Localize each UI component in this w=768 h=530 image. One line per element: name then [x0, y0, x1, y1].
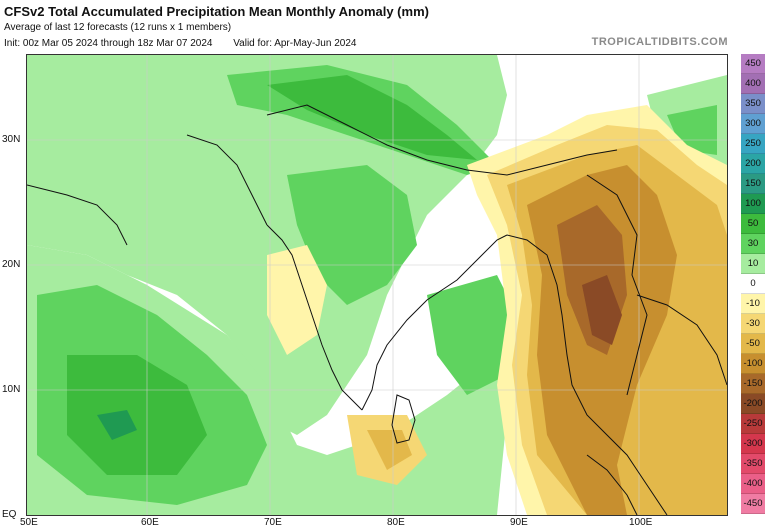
lon-label-50e: 50E [20, 517, 38, 528]
colorbar-level: 250 [741, 134, 765, 154]
pakistan-border [186, 134, 268, 226]
colorbar-level: -10 [741, 294, 765, 314]
valid-text: Valid for: Apr-May-Jun 2024 [233, 38, 357, 49]
colorbar-level: -50 [741, 334, 765, 354]
lon-label-100e: 100E [629, 517, 653, 528]
india-east-coast [361, 234, 508, 411]
lon-label-60e: 60E [141, 517, 159, 528]
green-dark-himalaya [267, 75, 477, 160]
colorbar-level: -300 [741, 434, 765, 454]
colorbar-level: -30 [741, 314, 765, 334]
green-dark-southwest [67, 355, 207, 475]
colorbar-level: -350 [741, 454, 765, 474]
graticule [27, 55, 727, 515]
bay-east-coast [506, 234, 668, 515]
lon-label-70e: 70E [264, 517, 282, 528]
colorbar-level: 200 [741, 154, 765, 174]
himalaya-border [266, 104, 618, 176]
coastlines [27, 104, 727, 515]
colorbar-level: 100 [741, 194, 765, 214]
lon-label-90e: 90E [510, 517, 528, 528]
chart-title: CFSv2 Total Accumulated Precipitation Me… [4, 4, 429, 19]
colorbar-level: -400 [741, 474, 765, 494]
orange-srilanka-south [367, 430, 412, 470]
chart-subtitle: Average of last 12 forecasts (12 runs x … [4, 22, 232, 33]
myanmar-border [586, 174, 648, 396]
colorbar-level: 0 [741, 274, 765, 294]
colorbar-level: -200 [741, 394, 765, 414]
colorbar-level: 30 [741, 234, 765, 254]
sumatra-outline [586, 454, 638, 515]
lat-label-10n: 10N [2, 384, 21, 395]
colorbar-level: 400 [741, 74, 765, 94]
lat-label-eq: EQ [2, 509, 17, 520]
colorbar: 450 400 350 300 250 200 150 100 50 30 10 0 -10 -30 -50… [741, 54, 765, 514]
colorbar-level: 50 [741, 214, 765, 234]
colorbar-level: 150 [741, 174, 765, 194]
colorbar-level: 300 [741, 114, 765, 134]
lat-label-30n: 30N [2, 134, 21, 145]
brown-myanmar-core [582, 275, 622, 345]
green-mid-bay [427, 275, 517, 395]
colorbar-level: 10 [741, 254, 765, 274]
colorbar-level: -100 [741, 354, 765, 374]
init-text: Init: 00z Mar 05 2024 through 18z Mar 07… [4, 38, 213, 49]
colorbar-level: -250 [741, 414, 765, 434]
lon-label-80e: 80E [387, 517, 405, 528]
anomaly-map [26, 54, 728, 516]
srilanka-outline [391, 394, 416, 444]
arabian-coast [27, 184, 128, 246]
header: CFSv2 Total Accumulated Precipitation Me… [0, 0, 768, 52]
india-west-coast [266, 224, 363, 411]
green-deep-spot [97, 410, 137, 440]
colorbar-level: -150 [741, 374, 765, 394]
map-svg [27, 55, 727, 515]
site-credit: TROPICALTIDBITS.COM [591, 36, 728, 48]
lat-label-20n: 20N [2, 259, 21, 270]
init-line: Init: 00z Mar 05 2024 through 18z Mar 07… [4, 38, 374, 49]
yellow-west-india [267, 245, 327, 355]
colorbar-level: 450 [741, 54, 765, 74]
colorbar-level: -450 [741, 494, 765, 514]
thailand-border [636, 294, 727, 386]
colorbar-level: 350 [741, 94, 765, 114]
negative-anomaly-layer [267, 105, 727, 515]
